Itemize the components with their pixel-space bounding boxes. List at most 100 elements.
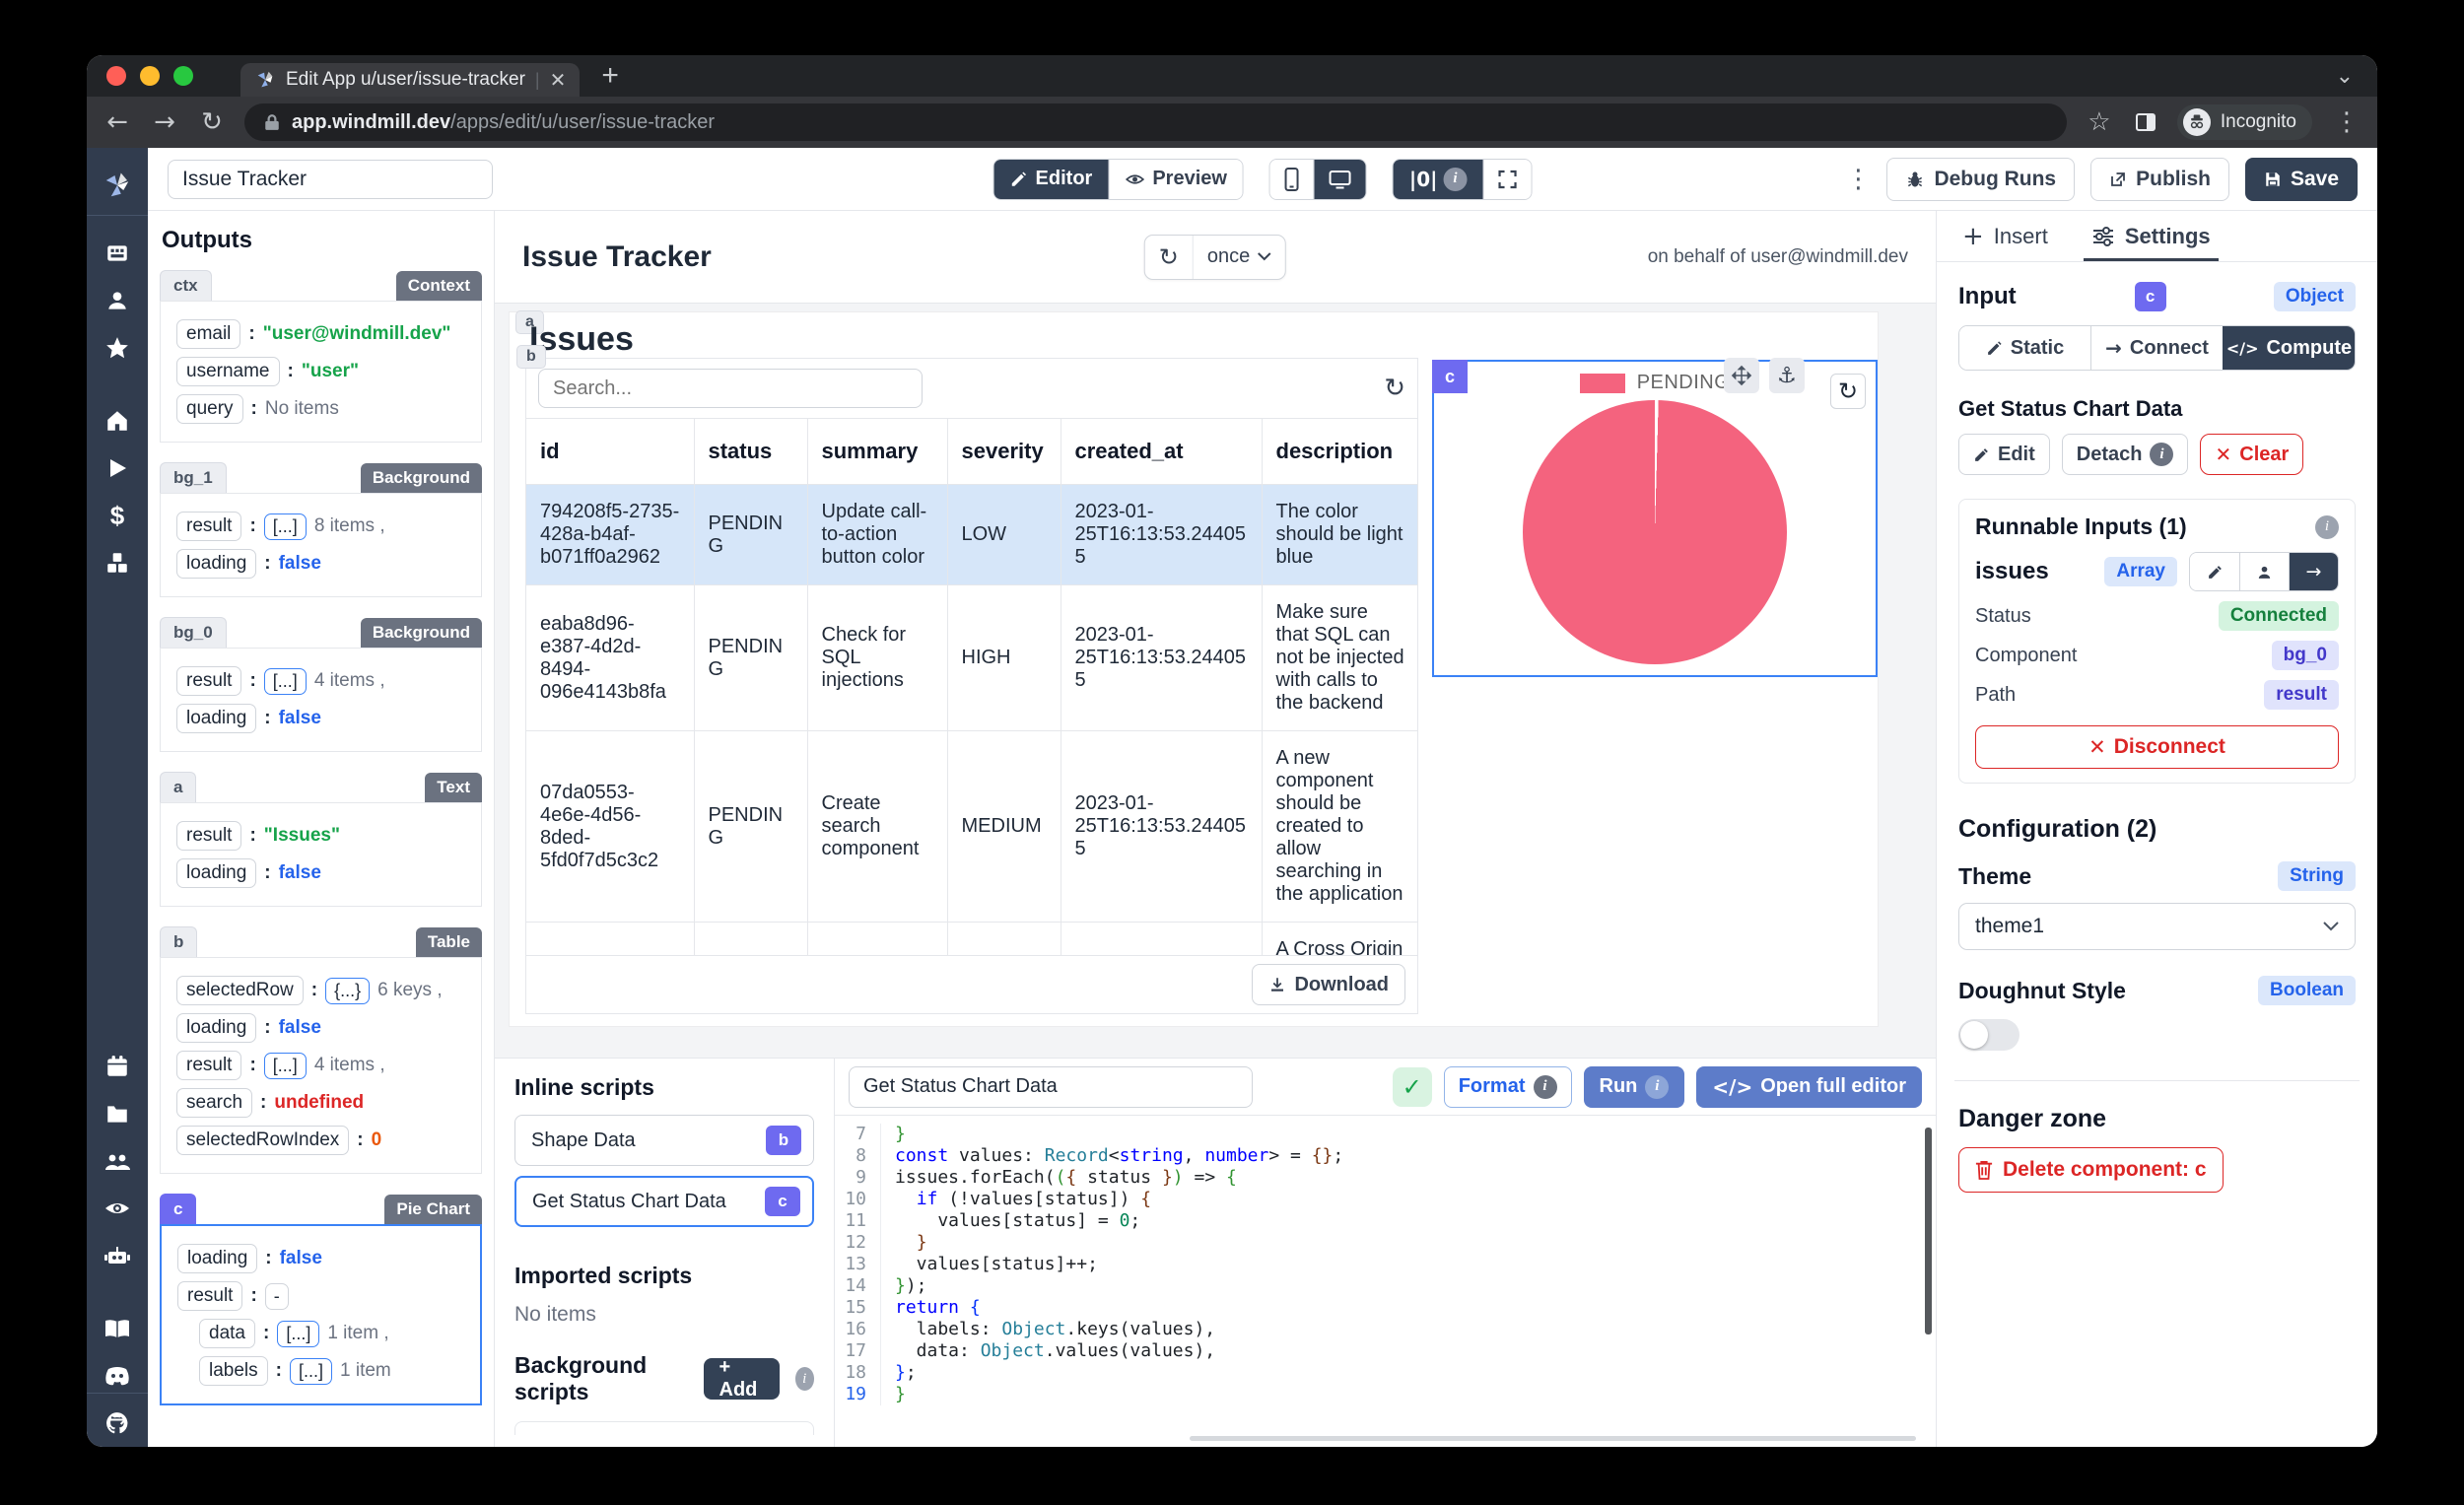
table-component[interactable]: b ↻ id	[516, 345, 1418, 1014]
code-line[interactable]: 8 const values: Record<string, number> = …	[856, 1145, 1344, 1167]
table-row[interactable]: 07da0553-4e6e-4d56-8ded-5fd0f7d5c3c2 PEND…	[526, 730, 1417, 923]
discord-icon[interactable]	[101, 1359, 134, 1393]
output-row[interactable]: query: No items	[176, 394, 473, 424]
code-line[interactable]: 7}	[856, 1124, 906, 1145]
output-row[interactable]: selectedRowIndex:0	[176, 1126, 473, 1155]
table-refresh-icon[interactable]: ↻	[1384, 374, 1405, 403]
collapse-sidebar-arrow-icon[interactable]: →	[87, 1393, 148, 1433]
editor-tab[interactable]: Editor	[993, 159, 1109, 199]
refresh-icon[interactable]: ↻	[1158, 242, 1179, 271]
component-id-chip[interactable]: ctx	[160, 270, 212, 301]
resources-cubes-icon[interactable]	[101, 546, 134, 580]
column-header[interactable]: created_at	[1061, 419, 1263, 485]
output-row[interactable]: result: -	[177, 1281, 472, 1311]
component-id-chip[interactable]: bg_0	[160, 617, 227, 648]
close-window-button[interactable]	[106, 66, 126, 86]
apps-nav-icon[interactable]	[101, 237, 134, 270]
theme-select[interactable]: theme1	[1958, 903, 2356, 950]
output-row[interactable]: labels: [...] 1 item	[177, 1356, 472, 1386]
output-row[interactable]: loading: false	[176, 704, 473, 733]
output-row[interactable]: loading: false	[176, 1013, 473, 1043]
editor-vertical-scrollbar[interactable]	[1925, 1128, 1932, 1334]
address-bar[interactable]: app.windmill.dev/apps/edit/u/user/issue-…	[244, 103, 2067, 141]
code-line[interactable]: 14});	[845, 1275, 927, 1297]
output-row[interactable]: result: [...] 8 items ,	[176, 512, 473, 541]
output-row[interactable]: username: "user"	[176, 357, 473, 386]
publish-button[interactable]: Publish	[2090, 157, 2229, 201]
save-button[interactable]: Save	[2244, 157, 2358, 201]
static-icon-button[interactable]	[2190, 553, 2239, 590]
tab-settings[interactable]: Settings	[2083, 211, 2219, 261]
code-line[interactable]: 17 data: Object.values(values),	[845, 1340, 1216, 1362]
user-icon-button[interactable]	[2239, 553, 2289, 590]
groups-nav-icon[interactable]	[101, 1144, 134, 1178]
docs-book-icon[interactable]	[101, 1312, 134, 1345]
script-item-shape-data[interactable]: Shape Data b	[514, 1115, 814, 1166]
code-line[interactable]: 15 return {	[845, 1297, 981, 1319]
tab-close-icon[interactable]: ✕	[549, 68, 567, 92]
maximize-window-button[interactable]	[173, 66, 193, 86]
edit-script-button[interactable]: Edit	[1958, 434, 2050, 475]
code-line[interactable]: 12 }	[845, 1232, 927, 1254]
refresh-mode-dropdown[interactable]: once	[1192, 235, 1285, 279]
github-icon[interactable]	[101, 1406, 134, 1440]
output-row[interactable]: data: [...] 1 item ,	[177, 1319, 472, 1348]
connect-mode-button[interactable]: → Connect	[2090, 326, 2223, 370]
table-row-partial[interactable]: A Cross Origin	[526, 922, 1417, 955]
component-ref-badge[interactable]: bg_0	[2271, 641, 2339, 670]
bookmark-star-icon[interactable]: ☆	[2088, 107, 2111, 137]
tab-search-chevron-icon[interactable]: ⌄	[2335, 63, 2354, 89]
user-nav-icon[interactable]	[101, 284, 134, 317]
output-row[interactable]: search: undefined	[176, 1088, 473, 1118]
disconnect-button[interactable]: ✕ Disconnect	[1975, 725, 2339, 769]
pie-refresh-icon[interactable]: ↻	[1830, 374, 1866, 409]
runs-play-icon[interactable]	[101, 451, 134, 485]
output-row[interactable]: result: [...] 4 items ,	[176, 1051, 473, 1080]
output-row[interactable]: selectedRow: {...} 6 keys ,	[176, 976, 473, 1005]
reload-icon[interactable]: ↻	[201, 107, 223, 137]
editor-horizontal-scrollbar[interactable]	[1190, 1436, 1916, 1441]
component-id-chip[interactable]: c	[160, 1194, 197, 1224]
code-line[interactable]: 19}	[845, 1384, 906, 1405]
table-row[interactable]: eaba8d96-e387-4d2d-8494-096e4143b8fa PEND…	[526, 584, 1417, 731]
table-row[interactable]: 794208f5-2735-428a-b4af-b071ff0a2962 PEND…	[526, 484, 1417, 585]
desktop-view-button[interactable]	[1313, 159, 1366, 199]
code-line[interactable]: 16 labels: Object.keys(values),	[845, 1319, 1216, 1340]
column-header[interactable]: summary	[807, 419, 948, 485]
folders-nav-icon[interactable]	[101, 1097, 134, 1130]
format-button[interactable]: Format i	[1443, 1065, 1572, 1108]
download-button[interactable]: Download	[1252, 964, 1405, 1005]
code-editor[interactable]: 7} 8 const values: Record<string, number> …	[835, 1116, 1936, 1447]
new-tab-button[interactable]: +	[601, 59, 619, 92]
connect-icon-button[interactable]: →	[2289, 553, 2338, 590]
forward-icon[interactable]: →	[154, 107, 175, 137]
windmill-logo[interactable]	[101, 169, 134, 202]
run-button[interactable]: Run i	[1583, 1065, 1685, 1108]
pie-legend[interactable]: PENDING	[1434, 372, 1876, 394]
component-badge-a[interactable]: a	[515, 310, 544, 334]
side-panel-icon[interactable]	[2134, 110, 2157, 134]
open-full-editor-button[interactable]: </> Open full editor	[1696, 1065, 1922, 1108]
minimize-window-button[interactable]	[140, 66, 160, 86]
favorites-star-icon[interactable]	[101, 331, 134, 365]
anchor-component-icon[interactable]: ⚓	[1769, 358, 1805, 393]
code-line[interactable]: 11 values[status] = 0;	[845, 1210, 1141, 1232]
app-name-input[interactable]	[168, 159, 493, 199]
chrome-menu-icon[interactable]: ⋮	[2334, 107, 2360, 137]
browser-tab[interactable]: Edit App u/user/issue-tracker | ✕	[240, 63, 581, 97]
output-row[interactable]: email: "user@windmill.dev"	[176, 319, 473, 349]
schedules-nav-icon[interactable]	[101, 1050, 134, 1083]
output-row[interactable]: loading: false	[176, 858, 473, 888]
variables-dollar-icon[interactable]: $	[109, 500, 125, 530]
compute-mode-button[interactable]: </> Compute	[2223, 326, 2355, 370]
move-component-icon[interactable]	[1724, 358, 1759, 393]
column-header[interactable]: status	[694, 419, 808, 485]
home-nav-icon[interactable]	[101, 404, 134, 438]
doughnut-style-toggle[interactable]	[1958, 1019, 2019, 1051]
static-mode-button[interactable]: Static	[1959, 326, 2090, 370]
pie-chart-component[interactable]: c ⚓ ↻ PENDING	[1432, 358, 1878, 677]
debug-runs-button[interactable]: Debug Runs	[1886, 157, 2076, 201]
script-name-input[interactable]	[849, 1065, 1253, 1108]
code-line[interactable]: 10 if (!values[status]) {	[845, 1189, 1152, 1210]
detach-script-button[interactable]: Detach i	[2061, 434, 2189, 475]
